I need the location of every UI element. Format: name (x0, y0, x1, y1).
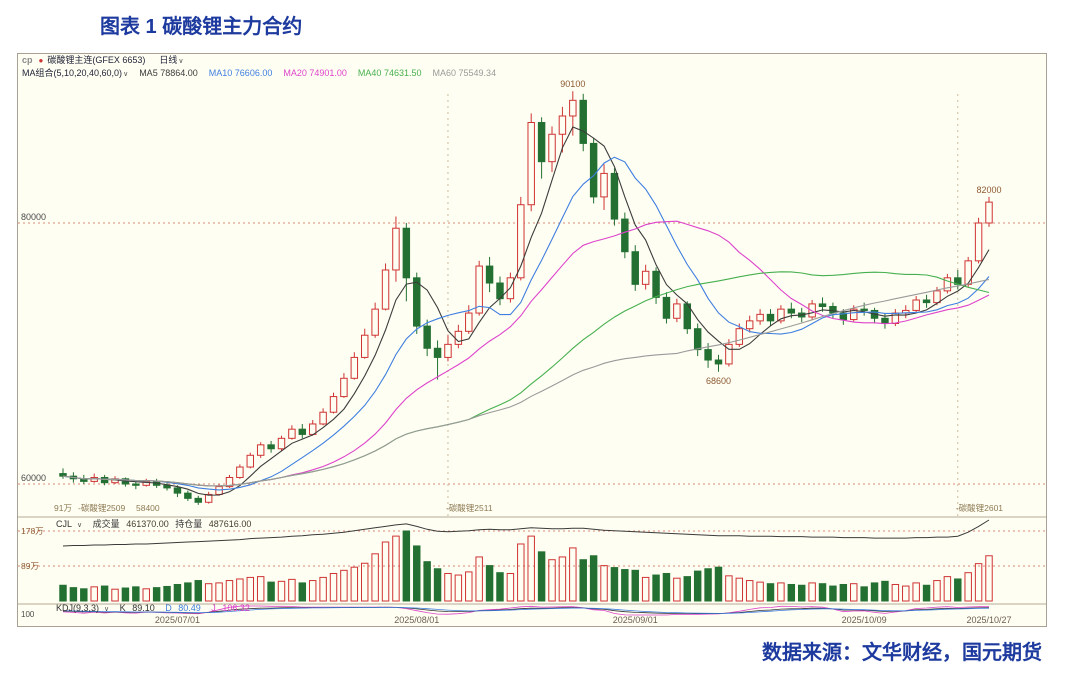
chevron-down-icon: ∨ (123, 70, 129, 78)
svg-text:82000: 82000 (976, 185, 1001, 195)
period-label: 日线 (159, 54, 178, 65)
instrument-name: 碳酸锂主连(GFEX 6653) (47, 55, 146, 65)
chart-toolbar: cp ● 碳酸锂主连(GFEX 6653) 日线∨ (18, 54, 1046, 67)
kdj-j: J 106.32 (211, 603, 250, 613)
volume-label: 成交量 (92, 519, 120, 529)
svg-text:68600: 68600 (706, 376, 731, 386)
period-selector[interactable]: 日线∨ (159, 54, 183, 68)
ma5-legend: MA5 78864.00 (139, 68, 198, 78)
ma10-legend: MA10 76606.00 (208, 68, 273, 78)
svg-text:2025/07/01: 2025/07/01 (155, 615, 200, 625)
kdj-header-row: KDJ(9,3,3) ∨ K 89.10 D 80.49 J 106.32 (56, 603, 258, 615)
svg-text:90100: 90100 (560, 80, 585, 89)
chevron-down-icon: ∨ (77, 522, 83, 529)
instrument-bullet-icon: ● (38, 56, 44, 65)
data-source-note: 数据来源：文华财经，国元期货 (762, 642, 1042, 664)
kdj-indicator-selector[interactable]: KDJ(9,3,3) ∨ (56, 603, 110, 613)
open-interest-label: 持仓量 (175, 519, 203, 529)
svg-text:80000: 80000 (21, 212, 46, 222)
ma-legend-row: MA组合(5,10,20,40,60,0)∨ MA5 78864.00 MA10… (18, 67, 1046, 80)
ma-combo-label: MA组合(5,10,20,40,60,0) (22, 67, 123, 78)
kdj-k: K 89.10 (119, 603, 155, 613)
svg-text:89万: 89万 (21, 561, 39, 571)
ma20-legend: MA20 74901.00 (283, 68, 347, 78)
figure-title: 图表 1 碳酸锂主力合约 (100, 16, 303, 38)
svg-text:178万: 178万 (21, 526, 44, 536)
svg-text:91万: 91万 (54, 503, 72, 513)
chevron-down-icon: ∨ (104, 606, 110, 613)
svg-text:2025/08/01: 2025/08/01 (394, 615, 439, 625)
svg-text:60000: 60000 (21, 473, 46, 483)
open-interest-value: 487616.00 (208, 519, 252, 529)
svg-text:100: 100 (21, 610, 35, 619)
svg-text:58400: 58400 (136, 503, 160, 513)
ma40-legend: MA40 74631.50 (357, 68, 422, 78)
volume-header-row: CJL ∨ 成交量 461370.00 持仓量 487616.00 (56, 519, 255, 531)
svg-text:-碳酸锂2511: -碳酸锂2511 (446, 503, 493, 513)
svg-text:2025/10/27: 2025/10/27 (966, 615, 1011, 625)
chevron-down-icon: ∨ (178, 57, 184, 65)
volume-indicator-selector[interactable]: CJL ∨ (56, 519, 83, 529)
ma-combo-selector[interactable]: MA组合(5,10,20,40,60,0)∨ (22, 67, 128, 81)
svg-text:-碳酸锂2601: -碳酸锂2601 (956, 503, 1004, 513)
volume-value: 461370.00 (126, 519, 169, 529)
chart-canvas: 80000 60000 178万 89万 -碳酸锂2511 -碳酸锂2601 91万 -碳酸锂… (18, 80, 1046, 625)
svg-text:-碳酸锂2509: -碳酸锂2509 (78, 503, 126, 513)
svg-text:2025/10/09: 2025/10/09 (842, 615, 887, 625)
wenhua-logo: cp (22, 55, 33, 65)
candlestick-chart-panel: cp ● 碳酸锂主连(GFEX 6653) 日线∨ MA组合(5,10,20,4… (17, 53, 1047, 627)
kdj-d: D 80.49 (165, 603, 201, 613)
svg-text:2025/09/01: 2025/09/01 (613, 615, 658, 625)
ma60-legend: MA60 75549.34 (432, 68, 497, 78)
